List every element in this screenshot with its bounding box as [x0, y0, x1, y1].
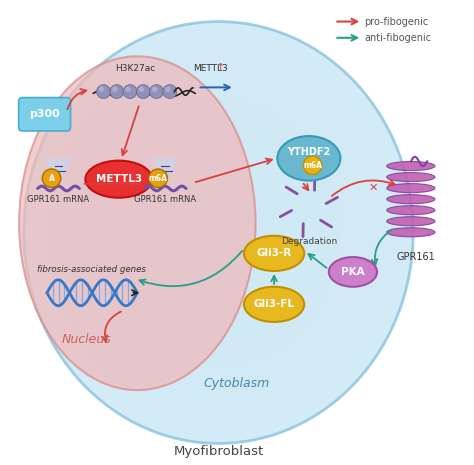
Ellipse shape: [73, 74, 365, 391]
Ellipse shape: [244, 287, 304, 322]
Ellipse shape: [244, 236, 304, 271]
Ellipse shape: [19, 56, 255, 390]
Circle shape: [137, 85, 150, 99]
Text: A: A: [49, 174, 55, 183]
Text: m6A: m6A: [149, 174, 168, 183]
Text: PKA: PKA: [341, 267, 365, 277]
Circle shape: [152, 86, 157, 92]
Ellipse shape: [48, 48, 389, 417]
Circle shape: [150, 85, 164, 99]
Circle shape: [123, 85, 137, 99]
Ellipse shape: [387, 184, 435, 193]
Ellipse shape: [387, 228, 435, 237]
Ellipse shape: [194, 206, 243, 259]
Ellipse shape: [24, 21, 413, 444]
Ellipse shape: [170, 180, 267, 285]
Ellipse shape: [24, 21, 413, 444]
Circle shape: [149, 169, 167, 187]
Circle shape: [303, 156, 322, 174]
Ellipse shape: [146, 153, 292, 312]
Ellipse shape: [387, 217, 435, 226]
Text: H3K27ac: H3K27ac: [115, 64, 155, 73]
Text: Gli3-R: Gli3-R: [256, 248, 292, 259]
Text: METTL3: METTL3: [193, 64, 228, 73]
Text: Cytoblasm: Cytoblasm: [204, 377, 270, 390]
Circle shape: [165, 86, 171, 92]
Text: GPR161 mRNA: GPR161 mRNA: [27, 195, 90, 205]
Text: Myofibroblast: Myofibroblast: [173, 445, 264, 458]
Circle shape: [110, 85, 124, 99]
Circle shape: [112, 86, 118, 92]
Circle shape: [138, 86, 144, 92]
Circle shape: [163, 85, 177, 99]
Ellipse shape: [387, 173, 435, 182]
Ellipse shape: [329, 257, 377, 287]
Ellipse shape: [277, 136, 340, 180]
Text: m6A: m6A: [303, 161, 322, 170]
FancyBboxPatch shape: [18, 98, 71, 131]
Text: ✕: ✕: [369, 182, 378, 193]
Ellipse shape: [387, 195, 435, 204]
Ellipse shape: [387, 206, 435, 215]
Text: p300: p300: [29, 109, 60, 120]
Text: Degradation: Degradation: [281, 237, 337, 246]
Text: Nucleus: Nucleus: [62, 332, 111, 345]
Text: fibrosis-associated genes: fibrosis-associated genes: [36, 265, 146, 274]
Text: pro-fibogenic: pro-fibogenic: [365, 17, 429, 27]
Ellipse shape: [387, 161, 435, 171]
Text: Gli3-FL: Gli3-FL: [254, 299, 294, 309]
Text: YTHDF2: YTHDF2: [287, 147, 330, 157]
Ellipse shape: [97, 100, 340, 365]
Text: anti-fibogenic: anti-fibogenic: [365, 33, 432, 43]
Ellipse shape: [121, 127, 316, 338]
Text: ↑: ↑: [216, 63, 226, 73]
Text: METTL3: METTL3: [96, 174, 142, 184]
Circle shape: [42, 169, 61, 187]
Circle shape: [99, 86, 104, 92]
Polygon shape: [44, 158, 73, 179]
Ellipse shape: [85, 160, 152, 198]
Circle shape: [97, 85, 110, 99]
Text: GPR161 mRNA: GPR161 mRNA: [134, 195, 196, 205]
Circle shape: [125, 86, 131, 92]
Text: GPR161: GPR161: [396, 252, 435, 262]
Polygon shape: [150, 158, 180, 179]
